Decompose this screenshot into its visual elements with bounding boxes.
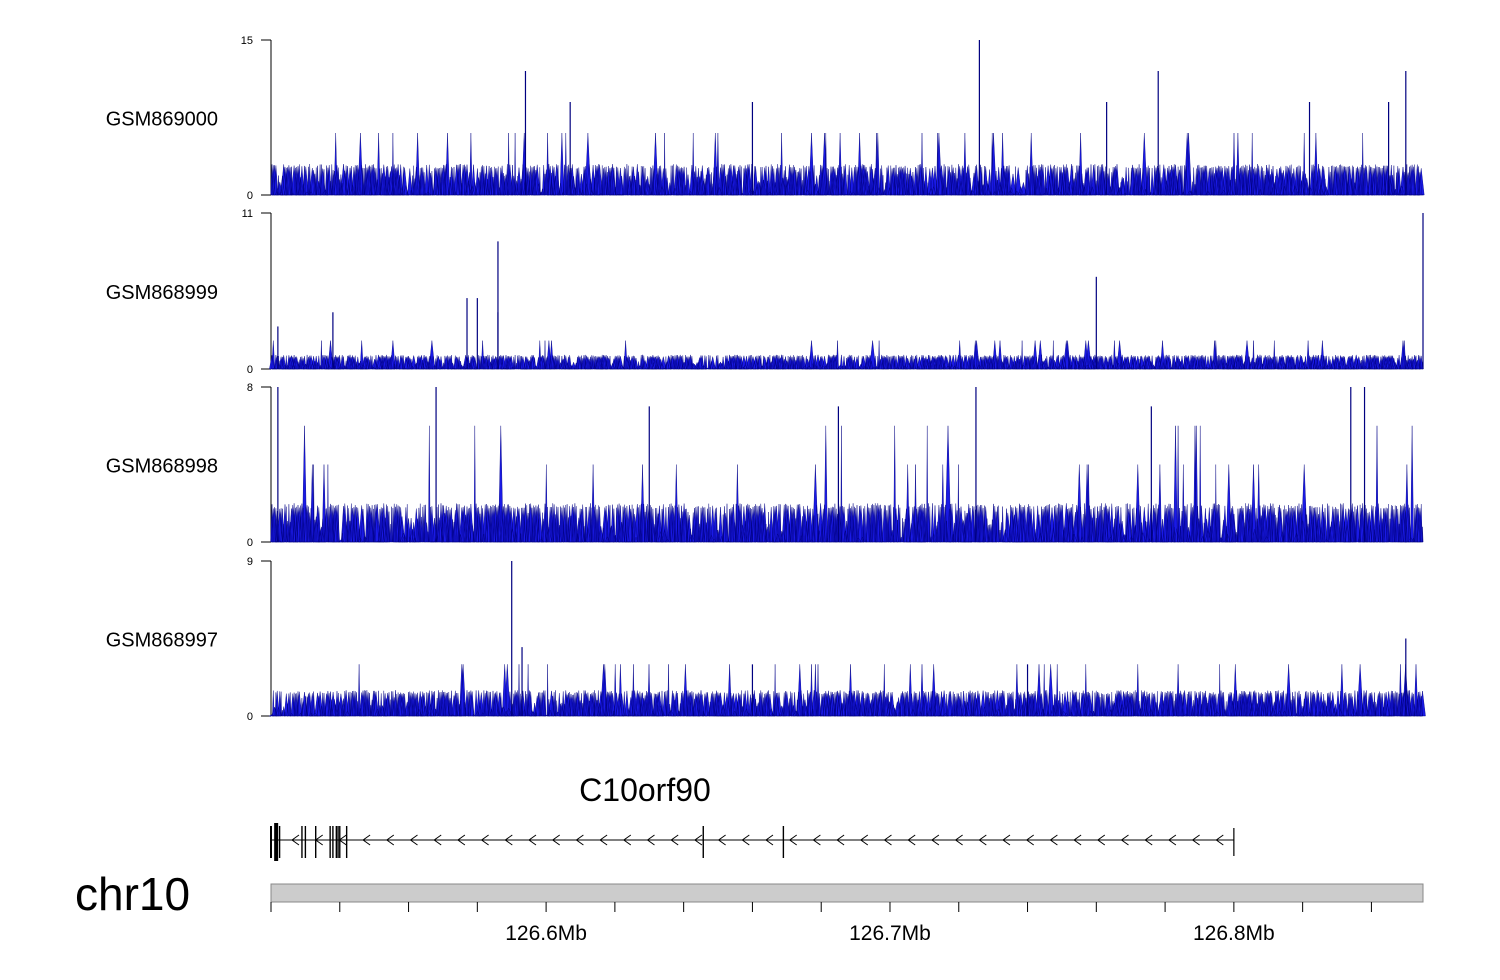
- y-tick-label: 15: [241, 35, 253, 47]
- gene-model: [270, 823, 1235, 861]
- data-tracks: GSM869000150GSM868999110GSM86899880GSM86…: [106, 35, 1426, 723]
- y-tick-label: 9: [247, 556, 253, 568]
- strand-arrow: [978, 834, 987, 846]
- strand-arrow: [528, 834, 537, 846]
- strand-arrow: [385, 834, 395, 846]
- strand-arrow: [883, 834, 892, 846]
- strand-arrow: [741, 834, 750, 846]
- chromosome-label: chr10: [75, 868, 190, 920]
- strand-arrow: [954, 834, 963, 846]
- y-tick-label: 0: [247, 537, 253, 549]
- signal-area: [269, 340, 1424, 370]
- strand-arrow: [1049, 834, 1058, 846]
- strand-arrow: [836, 834, 845, 846]
- strand-arrow: [622, 834, 632, 846]
- strand-arrow: [812, 834, 821, 846]
- strand-arrow: [1215, 834, 1224, 846]
- strand-arrow: [457, 834, 466, 846]
- track-label: GSM869000: [106, 109, 218, 131]
- strand-arrow: [1144, 834, 1153, 846]
- axis-ticks: 126.6Mb 126.7Mb 126.8Mb: [270, 902, 1372, 945]
- strand-arrow: [907, 834, 916, 846]
- track-label: GSM868999: [106, 282, 218, 304]
- strand-arrow: [931, 834, 940, 846]
- strand-arrow: [1096, 834, 1106, 846]
- strand-arrow: [670, 834, 679, 846]
- y-tick-label: 0: [247, 190, 253, 202]
- track-label: GSM868997: [106, 630, 218, 652]
- strand-arrow: [1120, 834, 1129, 846]
- axis-tick-label: 126.6Mb: [505, 922, 587, 945]
- y-tick-label: 0: [247, 711, 253, 723]
- axis-tick-label: 126.7Mb: [849, 922, 931, 945]
- strand-arrow: [1191, 834, 1200, 846]
- strand-arrow: [717, 834, 726, 846]
- axis-tick-label: 126.8Mb: [1193, 922, 1275, 945]
- strand-arrow: [409, 834, 418, 846]
- strand-arrow: [575, 834, 584, 846]
- gene-track: C10orf90: [270, 772, 1235, 861]
- signal-area: [270, 425, 1424, 543]
- track-GSM868997: GSM868997 9 0: [106, 556, 1426, 723]
- strand-arrow: [480, 834, 489, 846]
- y-tick-label: 8: [247, 382, 253, 394]
- y-tick-label: 0: [247, 364, 253, 376]
- signal-area: [270, 132, 1425, 196]
- strand-arrow: [1002, 834, 1011, 846]
- track-label: GSM868998: [106, 456, 218, 478]
- track-GSM869000: GSM869000 15 0: [106, 35, 1425, 202]
- track-GSM868998: GSM868998 8 0: [106, 382, 1424, 549]
- gene-label: C10orf90: [579, 772, 711, 808]
- strand-arrow: [788, 834, 797, 846]
- strand-arrow: [599, 834, 608, 846]
- strand-arrow: [1168, 834, 1177, 846]
- track-GSM868999: GSM868999 11 0: [106, 208, 1424, 376]
- genome-axis: chr10 126.6Mb 126.7Mb 126.8Mb: [75, 868, 1424, 945]
- chromosome-band: [270, 883, 1424, 903]
- strand-arrow: [1025, 834, 1034, 846]
- strand-arrow: [765, 834, 774, 846]
- strand-arrow: [551, 834, 560, 846]
- y-tick-label: 11: [242, 208, 253, 220]
- signal-area: [269, 664, 1426, 717]
- strand-arrow: [859, 834, 869, 846]
- strand-arrow: [504, 834, 513, 846]
- strand-arrow: [646, 834, 655, 846]
- strand-arrow: [433, 834, 442, 846]
- strand-arrow: [1073, 834, 1082, 846]
- strand-arrow: [694, 834, 703, 846]
- strand-arrow: [291, 834, 300, 846]
- strand-arrow: [362, 834, 371, 846]
